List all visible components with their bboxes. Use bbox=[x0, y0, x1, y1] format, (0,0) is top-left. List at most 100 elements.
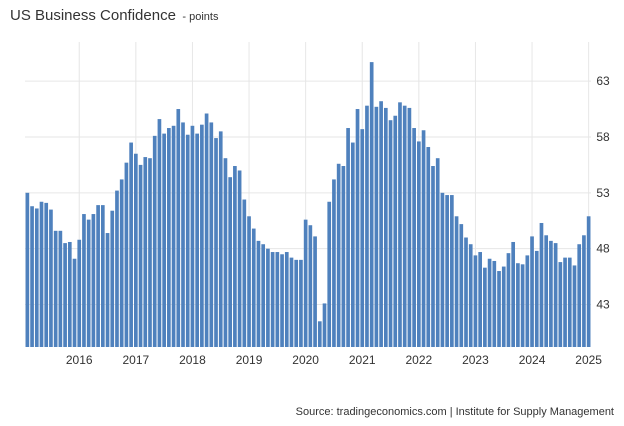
bar bbox=[167, 128, 171, 347]
bar bbox=[431, 166, 435, 347]
bar bbox=[299, 259, 303, 347]
bar bbox=[582, 235, 586, 347]
bar bbox=[572, 265, 577, 347]
bar bbox=[209, 122, 214, 347]
bar bbox=[544, 235, 549, 347]
x-tick-label: 2023 bbox=[462, 353, 489, 367]
bar bbox=[516, 263, 520, 347]
bar bbox=[91, 214, 96, 347]
bar bbox=[53, 230, 58, 347]
bar bbox=[534, 250, 539, 347]
bar bbox=[261, 244, 266, 347]
x-axis-ticks: 2016 2017 2018 2019 2020 2021 2022 2023 2024 2025 bbox=[66, 353, 602, 367]
bar bbox=[459, 224, 464, 347]
bar bbox=[549, 240, 553, 347]
bar bbox=[412, 128, 416, 347]
bar bbox=[270, 252, 275, 347]
bar bbox=[143, 157, 148, 347]
bar bbox=[558, 262, 563, 347]
bar bbox=[369, 62, 374, 347]
bar bbox=[383, 107, 388, 348]
bar bbox=[294, 259, 299, 347]
bar bbox=[162, 133, 166, 347]
bar bbox=[280, 254, 284, 347]
bar bbox=[553, 243, 558, 347]
bar bbox=[100, 205, 105, 347]
x-tick-label: 2019 bbox=[236, 353, 263, 367]
bar bbox=[49, 209, 53, 347]
bar bbox=[77, 239, 82, 347]
bar bbox=[317, 321, 322, 347]
x-tick-label: 2021 bbox=[349, 353, 376, 367]
bar bbox=[577, 244, 582, 347]
bar bbox=[487, 258, 492, 347]
bar bbox=[247, 216, 251, 347]
x-tick-label: 2022 bbox=[405, 353, 432, 367]
bar bbox=[204, 113, 209, 347]
bar bbox=[511, 241, 516, 347]
bar bbox=[138, 164, 143, 347]
x-tick-label: 2020 bbox=[292, 353, 319, 367]
bar bbox=[492, 260, 497, 347]
y-tick-label: 53 bbox=[596, 186, 610, 200]
x-tick-label: 2018 bbox=[179, 353, 206, 367]
bar bbox=[110, 210, 115, 347]
bar bbox=[86, 219, 91, 347]
bar bbox=[426, 147, 431, 347]
chart-subtitle: - points bbox=[182, 11, 219, 23]
bar bbox=[157, 119, 162, 347]
bar bbox=[44, 202, 49, 347]
bar bbox=[308, 225, 313, 347]
bar bbox=[478, 252, 482, 347]
bar bbox=[39, 201, 44, 347]
chart-title-area: US Business Confidence - points bbox=[10, 7, 218, 25]
bar bbox=[200, 124, 204, 347]
bar bbox=[195, 133, 199, 347]
bar bbox=[454, 216, 459, 347]
bar bbox=[379, 101, 383, 347]
bar bbox=[237, 170, 242, 347]
bar bbox=[530, 236, 534, 347]
chart-title: US Business Confidence bbox=[10, 7, 176, 24]
bar bbox=[313, 236, 317, 347]
bar bbox=[506, 253, 511, 347]
bar bbox=[374, 106, 379, 347]
bar bbox=[322, 303, 327, 347]
bar bbox=[256, 240, 261, 347]
bar bbox=[393, 115, 398, 347]
bar bbox=[34, 208, 39, 347]
bar bbox=[63, 243, 67, 347]
bar bbox=[332, 179, 336, 347]
bar bbox=[407, 107, 412, 348]
bar bbox=[266, 248, 270, 347]
bar bbox=[171, 125, 176, 348]
bar bbox=[190, 125, 195, 348]
bar bbox=[214, 138, 218, 347]
bar bbox=[124, 162, 129, 347]
bar bbox=[284, 252, 289, 347]
bar bbox=[58, 230, 63, 347]
bar bbox=[327, 201, 332, 347]
bar bbox=[539, 222, 544, 347]
bar-series bbox=[25, 62, 591, 348]
bar bbox=[336, 163, 341, 347]
bar bbox=[303, 219, 308, 347]
bar bbox=[25, 192, 30, 347]
bar bbox=[563, 257, 567, 347]
bar bbox=[346, 128, 350, 347]
bar bbox=[176, 109, 181, 348]
bar bbox=[218, 131, 223, 347]
bar bbox=[402, 105, 407, 347]
source-note: Source: tradingeconomics.com | Institute… bbox=[295, 406, 614, 418]
bar bbox=[350, 142, 355, 347]
bar bbox=[228, 177, 233, 347]
bar bbox=[435, 158, 440, 347]
bar bbox=[67, 241, 72, 347]
bar bbox=[468, 244, 473, 347]
y-tick-label: 63 bbox=[596, 74, 610, 88]
bar bbox=[119, 179, 124, 347]
bar bbox=[30, 206, 34, 347]
bar bbox=[450, 195, 454, 347]
bar bbox=[82, 214, 86, 347]
bar bbox=[233, 166, 237, 347]
